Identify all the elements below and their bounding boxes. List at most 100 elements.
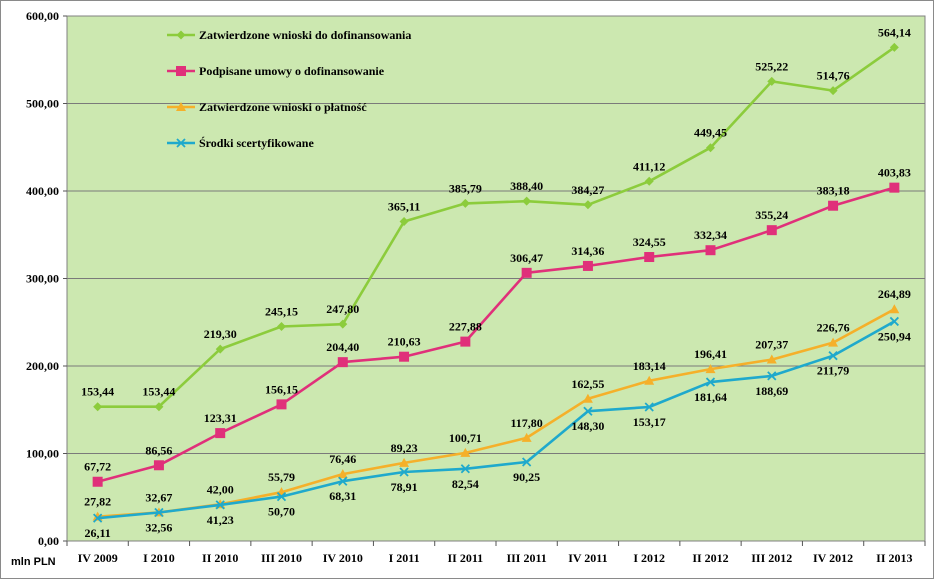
series-point [644, 176, 654, 186]
series-point [277, 321, 286, 331]
data-label: 219,30 [204, 327, 237, 341]
series-point [705, 377, 716, 387]
data-label: 384,27 [571, 183, 604, 197]
data-label: 514,76 [817, 69, 850, 83]
data-label: 82,54 [452, 477, 479, 491]
series-point [93, 513, 103, 523]
legend-marker [176, 66, 186, 76]
data-label: 211,79 [817, 364, 849, 378]
data-label: 32,67 [145, 490, 172, 504]
data-label: 90,25 [513, 470, 540, 484]
series-point [215, 500, 225, 510]
series-point [399, 457, 410, 467]
data-label: 67,72 [84, 460, 111, 474]
series-point [215, 344, 225, 354]
legend-label: Zatwierdzone wnioski o płatność [199, 100, 367, 114]
data-label: 306,47 [510, 251, 543, 265]
y-tick-label: 100,00 [26, 447, 59, 461]
data-labels-layer: 153,44 153,44 219,30 245,15 247,80 365,11 385,… [81, 25, 911, 540]
data-label: 86,56 [145, 443, 172, 457]
legend-item-1: Zatwierdzone wnioski do dofinansowania [167, 28, 411, 42]
data-label: 250,94 [878, 329, 911, 343]
data-label: 26,11 [84, 526, 110, 540]
data-label: 324,55 [633, 235, 666, 249]
data-label: 117,80 [510, 416, 542, 430]
series-point [889, 316, 899, 327]
series-point [644, 402, 654, 412]
series-point [93, 402, 103, 412]
series-line [97, 46, 896, 409]
data-label: 42,00 [207, 482, 234, 496]
data-label: 68,31 [329, 489, 356, 503]
data-label: 153,17 [633, 415, 666, 429]
series-point [828, 351, 838, 361]
x-tick-label: IV 2009 [78, 551, 118, 565]
series-point [705, 364, 716, 374]
x-tick-label: III 2011 [506, 551, 546, 565]
series-point [889, 304, 900, 314]
series-point [460, 198, 470, 208]
series-point [644, 375, 655, 385]
series-point [522, 457, 532, 467]
data-label: 247,80 [326, 302, 359, 316]
series-line [97, 320, 896, 520]
data-label: 148,30 [571, 419, 604, 433]
x-tick-label: II 2012 [692, 551, 728, 565]
data-label: 156,15 [265, 382, 298, 396]
data-label: 76,46 [329, 452, 356, 466]
data-label: 385,79 [449, 181, 482, 195]
gridlines [67, 103, 925, 454]
data-label: 50,70 [268, 505, 295, 519]
data-label: 123,31 [204, 411, 237, 425]
data-label: 204,40 [326, 340, 359, 354]
legend-item-4: Środki scertyfikowane [167, 136, 314, 150]
data-label: 55,79 [268, 470, 295, 484]
data-label: 365,11 [388, 200, 420, 214]
x-tick-label: II 2010 [202, 551, 238, 565]
y-tick-label: 400,00 [26, 184, 59, 198]
series-point [153, 460, 164, 471]
series-point [338, 319, 348, 329]
data-label: 355,24 [755, 208, 788, 222]
data-label: 153,44 [142, 385, 175, 399]
legend-label: Zatwierdzone wnioski do dofinansowania [199, 28, 411, 42]
series-point [338, 476, 348, 486]
data-label: 411,12 [633, 159, 665, 173]
series-point [460, 447, 471, 457]
series-point [582, 393, 593, 403]
series-point [460, 464, 470, 474]
legend-label: Środki scertyfikowane [199, 136, 314, 150]
data-label: 27,82 [84, 495, 111, 509]
legend-marker [176, 138, 186, 148]
legend-marker [176, 102, 186, 111]
legend-marker [176, 30, 186, 40]
y-tick-label: 300,00 [26, 272, 59, 286]
series-point [399, 217, 409, 227]
series-point [276, 399, 287, 410]
series-point [154, 507, 164, 518]
x-tick-label: III 2012 [751, 551, 792, 565]
x-tick-label: IV 2012 [813, 551, 853, 565]
series-point [766, 354, 777, 364]
data-label: 226,76 [817, 321, 850, 335]
x-tick-label: III 2010 [261, 551, 302, 565]
data-label: 388,40 [510, 179, 543, 193]
legend-label: Podpisane umowy o dofinansowanie [199, 64, 385, 78]
data-label: 207,37 [755, 338, 788, 352]
series-2 [92, 182, 900, 487]
series-point [399, 467, 409, 477]
series-point [154, 402, 164, 412]
series-point [521, 267, 532, 278]
data-label: 449,45 [694, 126, 727, 140]
series-point [828, 86, 838, 96]
data-label: 264,89 [878, 287, 911, 301]
data-label: 100,71 [449, 431, 482, 445]
y-tick-label: 500,00 [26, 97, 59, 111]
legend: Zatwierdzone wnioski do dofinansowania Po… [167, 28, 411, 150]
x-tick-label: IV 2010 [323, 551, 363, 565]
legend-item-2: Podpisane umowy o dofinansowanie [167, 64, 385, 78]
data-label: 162,55 [571, 377, 604, 391]
data-label: 196,41 [694, 347, 727, 361]
